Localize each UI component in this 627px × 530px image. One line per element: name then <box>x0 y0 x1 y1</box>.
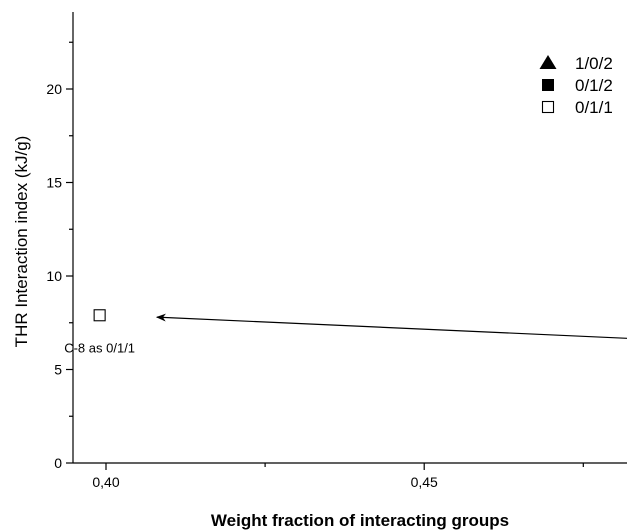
legend-label: 0/1/2 <box>575 76 613 95</box>
x-tick-label: 0,45 <box>411 474 438 490</box>
legend-label: 0/1/1 <box>575 98 613 117</box>
annotations: C-8 as 0/1/1C-8 as 0/1/2 <box>64 341 135 356</box>
x-axis-title: Weight fraction of interacting groups <box>211 511 509 530</box>
legend-marker <box>539 55 557 69</box>
y-tick-label: 5 <box>54 362 62 378</box>
arrow-line <box>155 313 627 339</box>
axes <box>72 12 627 464</box>
y-tick-label: 20 <box>46 81 62 97</box>
y-tick-label: 10 <box>46 268 62 284</box>
legend: 1/0/2 0/1/2 0/1/1 <box>539 54 613 117</box>
legend-label: 1/0/2 <box>575 54 613 73</box>
annotation-label: C-8 as 0/1/1 <box>64 341 135 356</box>
data-points <box>93 309 106 322</box>
legend-marker <box>541 100 555 114</box>
annotation-arrow <box>155 313 627 339</box>
x-ticks: 0,400,450,500,550,600,650,70 <box>92 463 584 490</box>
y-axis-title: THR Interaction index (kJ/g) <box>12 136 31 348</box>
legend-marker <box>542 79 554 91</box>
y-tick-label: 0 <box>54 455 62 471</box>
x-tick-label: 0,40 <box>92 474 119 490</box>
y-ticks: 0 5 10 15 20 <box>46 41 73 471</box>
y-tick-label: 15 <box>46 175 62 191</box>
data-point <box>93 309 106 322</box>
